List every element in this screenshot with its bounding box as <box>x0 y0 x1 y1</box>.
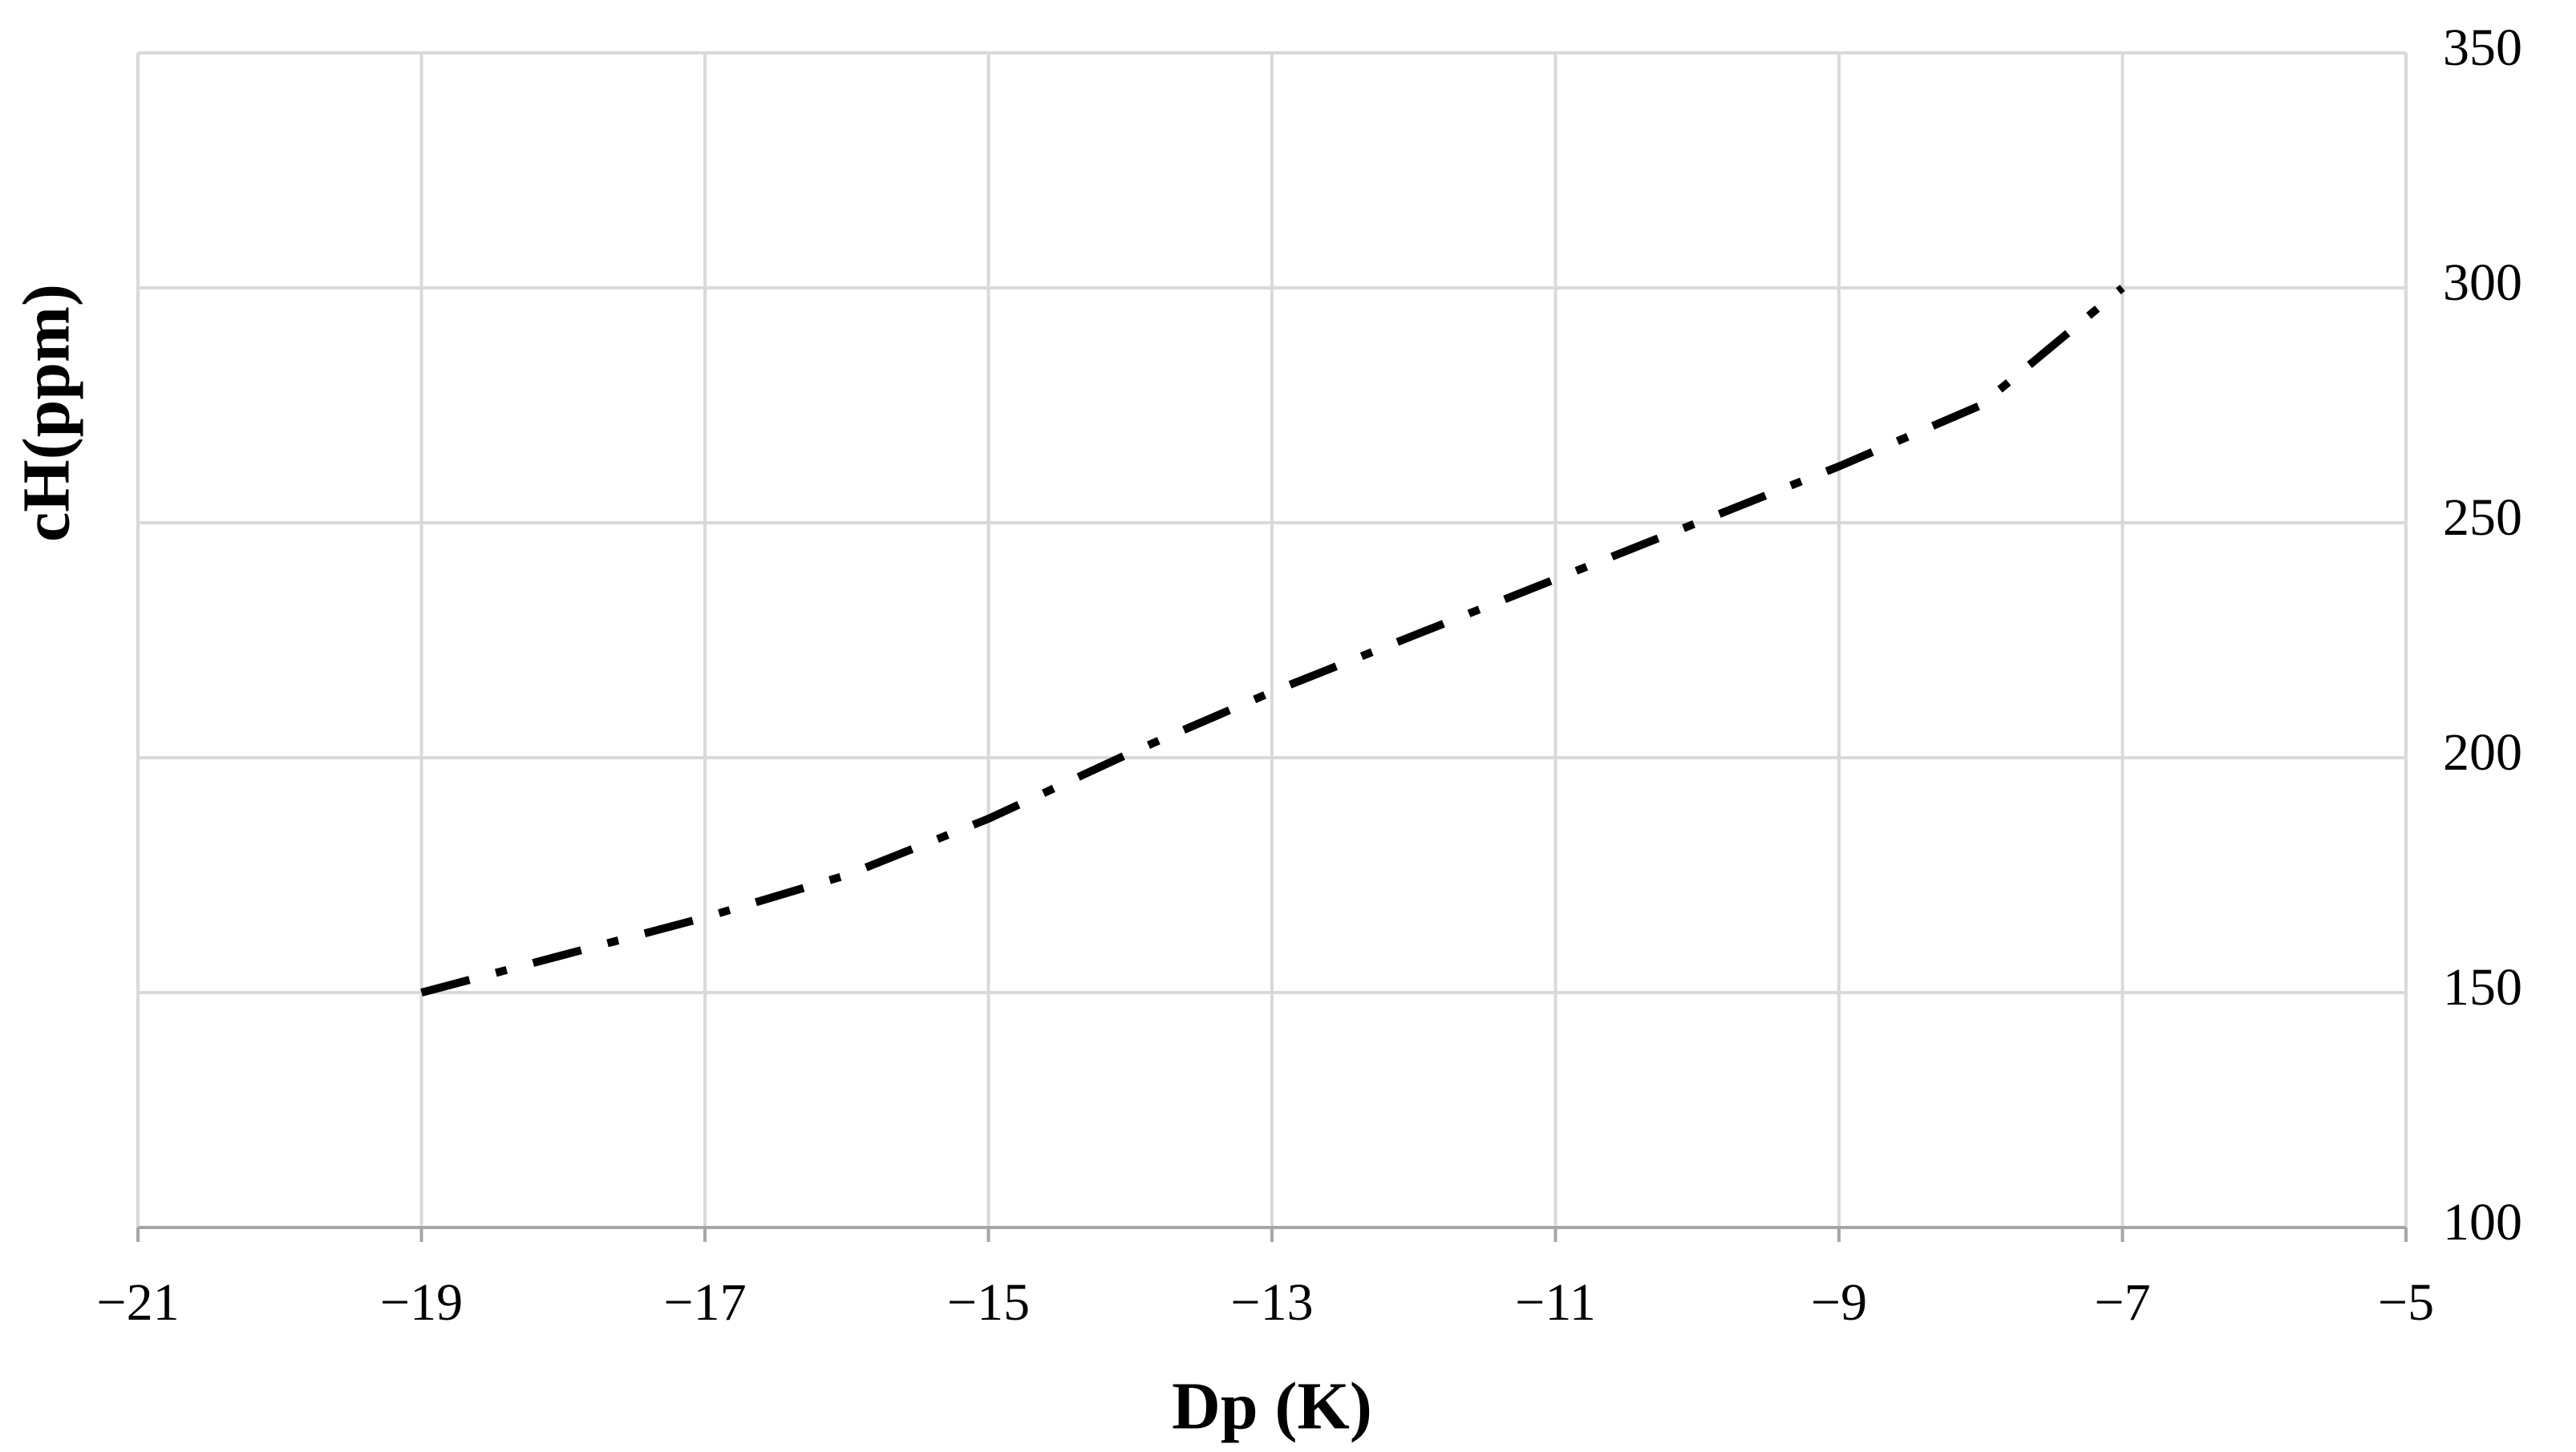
y-tick-label: 350 <box>2443 18 2522 77</box>
x-tick-label: −17 <box>663 1273 746 1332</box>
x-axis-title: Dp (K) <box>1172 1369 1372 1443</box>
x-tick-label: −5 <box>2378 1273 2434 1332</box>
x-tick-label: −13 <box>1230 1273 1313 1332</box>
x-tick-label: −11 <box>1515 1273 1596 1332</box>
data-line <box>420 285 2125 997</box>
x-tick-label: −21 <box>96 1273 179 1332</box>
x-tick-label: −19 <box>380 1273 463 1332</box>
y-axis-title: cH(ppm) <box>9 284 83 542</box>
y-tick-label: 150 <box>2443 958 2522 1017</box>
x-tick-label: −15 <box>947 1273 1030 1332</box>
y-tick-label: 200 <box>2443 723 2522 782</box>
x-tick-label: −7 <box>2094 1273 2150 1332</box>
y-tick-label: 100 <box>2443 1193 2522 1252</box>
y-tick-label: 250 <box>2443 488 2522 547</box>
x-tick-label: −9 <box>1811 1273 1867 1332</box>
y-tick-label: 300 <box>2443 253 2522 312</box>
